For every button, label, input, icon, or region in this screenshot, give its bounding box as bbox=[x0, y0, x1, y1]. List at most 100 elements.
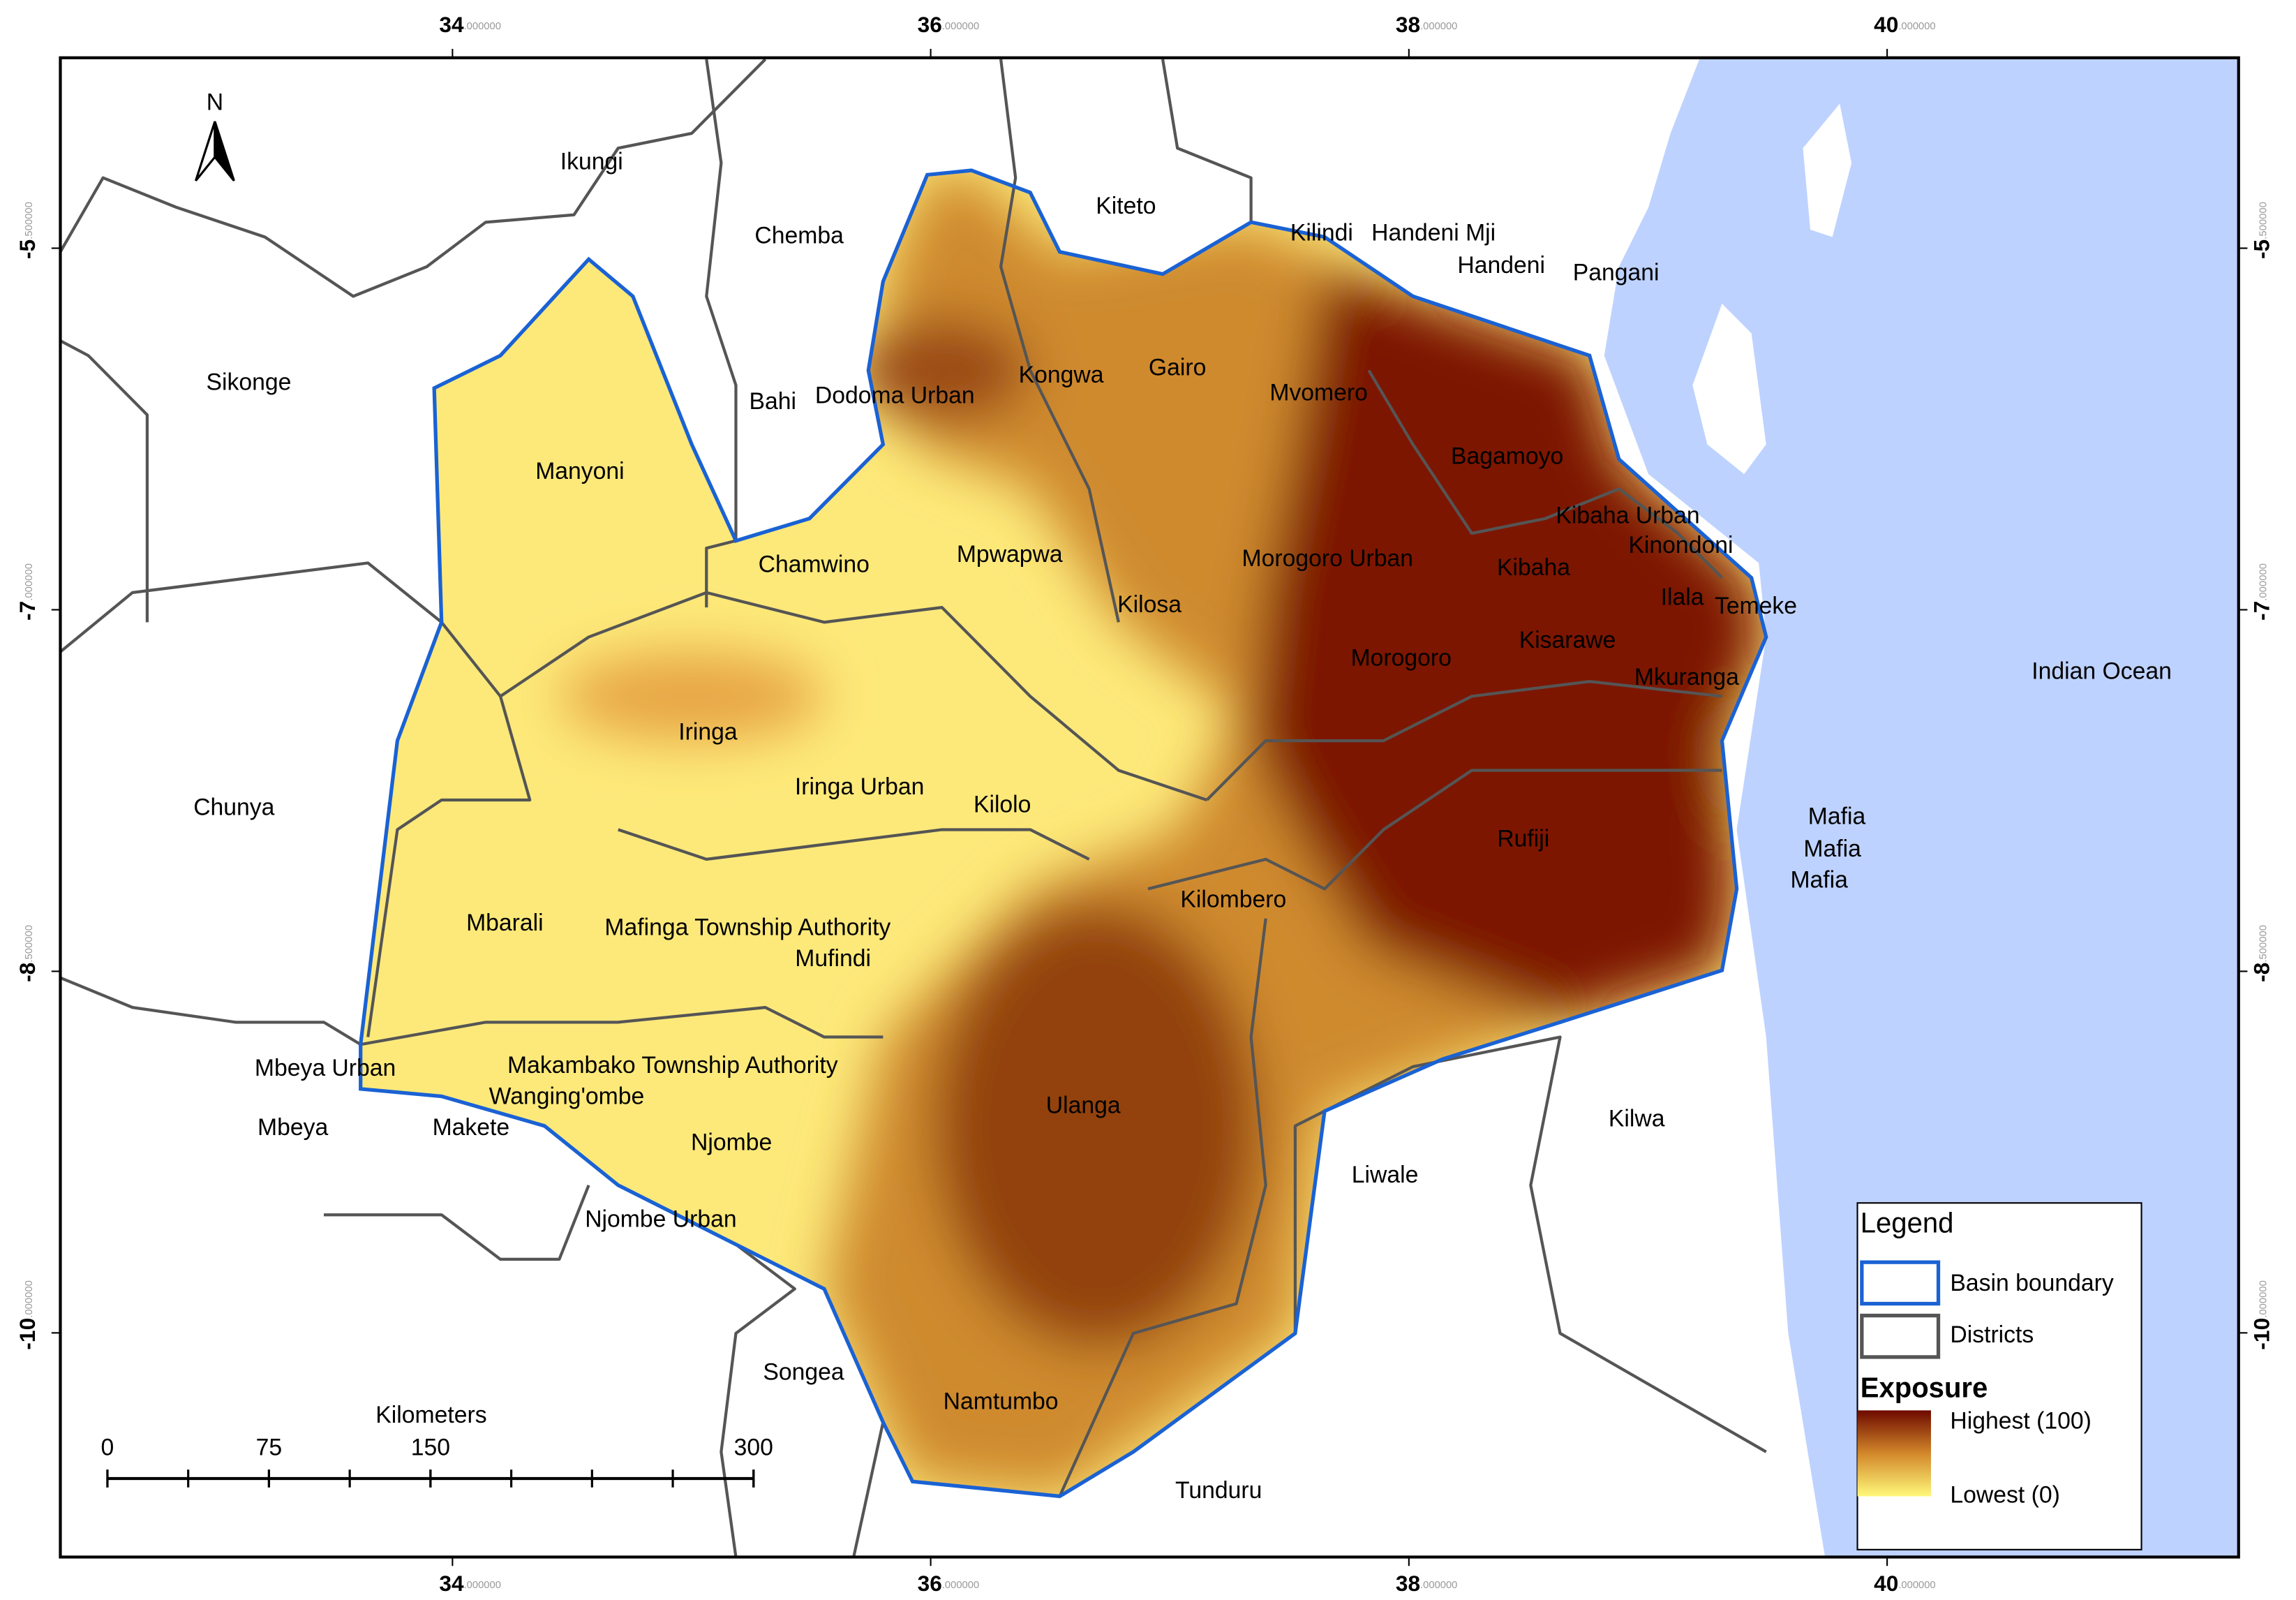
district-label: Mafinga Township Authority bbox=[604, 914, 890, 941]
legend-label: Districts bbox=[1950, 1321, 2034, 1348]
district-label: Chemba bbox=[754, 222, 844, 249]
district-line bbox=[1161, 59, 1253, 223]
legend-title: Legend bbox=[1861, 1208, 1954, 1239]
scale-tick-label: 300 bbox=[734, 1434, 773, 1460]
exposure-mid bbox=[559, 651, 825, 741]
map-frame bbox=[59, 56, 2240, 1559]
district-label: Ikungi bbox=[560, 148, 623, 175]
north-arrow-shape bbox=[214, 121, 235, 182]
legend-high: Highest (100) bbox=[1950, 1407, 2091, 1434]
district-label: Manyoni bbox=[535, 458, 624, 484]
district-label: Ilala bbox=[1661, 584, 1704, 610]
ocean-label: Indian Ocean bbox=[2032, 658, 2172, 684]
district-label: Gairo bbox=[1149, 354, 1206, 380]
district-label: Morogoro Urban bbox=[1242, 545, 1414, 572]
district-label: Kilolo bbox=[974, 791, 1031, 817]
legend: Legend Basin boundary Districts Exposure… bbox=[1856, 1202, 2142, 1550]
district-label: Mbeya Urban bbox=[255, 1055, 396, 1081]
scale-tick-label: 75 bbox=[256, 1434, 283, 1460]
district-label: Mafia bbox=[1808, 803, 1866, 829]
lon-tick-label: 38.000000 bbox=[1396, 1571, 1458, 1596]
district-label: Chamwino bbox=[759, 551, 870, 578]
district-label: Bagamoyo bbox=[1451, 443, 1563, 470]
district-label: Iringa bbox=[678, 718, 738, 745]
district-label: Namtumbo bbox=[944, 1388, 1059, 1415]
legend-swatch bbox=[1860, 1260, 1941, 1306]
district-label: Kinondoni bbox=[1628, 532, 1733, 558]
district-line bbox=[705, 59, 738, 608]
district-label: Mpwapwa bbox=[957, 541, 1063, 568]
district-label: Wanging'ombe bbox=[489, 1083, 645, 1109]
district-label: Kisarawe bbox=[1519, 627, 1616, 653]
district-label: Mbarali bbox=[466, 910, 544, 936]
district-label: Songea bbox=[763, 1358, 844, 1385]
district-label: Njombe Urban bbox=[585, 1206, 736, 1233]
district-label: Ulanga bbox=[1046, 1092, 1121, 1118]
district-line bbox=[59, 58, 767, 298]
district-label: Liwale bbox=[1352, 1162, 1419, 1188]
district-label: Kilwa bbox=[1609, 1105, 1665, 1132]
lon-tick-label: 34.000000 bbox=[439, 13, 501, 38]
district-label: Temeke bbox=[1715, 593, 1797, 619]
district-label: Mufindi bbox=[795, 945, 871, 972]
lat-tick-label: -10.000000 bbox=[15, 1280, 40, 1350]
legend-swatch bbox=[1860, 1313, 1941, 1359]
north-label: N bbox=[207, 89, 223, 115]
district-label: Mafia bbox=[1803, 836, 1861, 862]
island bbox=[1803, 103, 1852, 237]
exposure-high bbox=[853, 318, 1031, 422]
district-line bbox=[999, 59, 1120, 623]
lon-tick-label: 36.000000 bbox=[918, 13, 980, 38]
district-label: Rufiji bbox=[1497, 825, 1549, 852]
scale-title: Kilometers bbox=[375, 1402, 486, 1428]
district-label: Mkuranga bbox=[1634, 664, 1739, 690]
lat-tick-label: -10.000000 bbox=[2249, 1280, 2274, 1350]
district-label: Dodoma Urban bbox=[815, 383, 975, 409]
legend-ramp bbox=[1857, 1410, 1931, 1497]
district-label: Kongwa bbox=[1019, 362, 1104, 388]
lat-tick-label: -7.000000 bbox=[2249, 563, 2274, 621]
district-label: Kibaha Urban bbox=[1556, 503, 1699, 529]
district-line bbox=[618, 828, 1090, 861]
scale-tick-label: 0 bbox=[101, 1434, 114, 1460]
district-label: Handeni bbox=[1457, 252, 1545, 279]
lon-tick-label: 40.000000 bbox=[1874, 1571, 1936, 1596]
legend-low: Lowest (0) bbox=[1950, 1481, 2059, 1508]
lon-tick-label: 38.000000 bbox=[1396, 13, 1458, 38]
lat-tick-label: -8.500000 bbox=[2249, 925, 2274, 982]
district-label: Kilosa bbox=[1117, 591, 1181, 618]
district-label: Makete bbox=[433, 1114, 510, 1141]
district-line bbox=[1147, 769, 1722, 891]
scale-bar: Kilometers 0 75 150 300 bbox=[101, 1402, 773, 1488]
district-label: Mafia bbox=[1790, 867, 1848, 894]
district-line bbox=[1058, 918, 1267, 1497]
district-label: Makambako Township Authority bbox=[507, 1052, 838, 1079]
district-line bbox=[323, 1184, 590, 1261]
district-label: Handeni Mji bbox=[1371, 219, 1496, 246]
district-boundaries bbox=[59, 58, 1767, 1557]
district-label: Njombe bbox=[691, 1129, 772, 1155]
district-line bbox=[59, 976, 884, 1046]
district-label: Kibaha bbox=[1497, 554, 1570, 581]
district-line bbox=[1367, 369, 1723, 579]
district-label: Kilombero bbox=[1180, 886, 1286, 912]
district-label: Mbeya bbox=[258, 1114, 328, 1141]
district-line bbox=[1293, 1035, 1767, 1453]
lat-tick-label: -5.500000 bbox=[15, 202, 40, 259]
legend-label: Basin boundary bbox=[1950, 1270, 2113, 1296]
district-label: Iringa Urban bbox=[795, 773, 925, 800]
district-label: Mvomero bbox=[1269, 379, 1368, 406]
legend-exposure-title: Exposure bbox=[1861, 1372, 1988, 1403]
district-label: Kiteto bbox=[1096, 193, 1156, 219]
exposure-high bbox=[934, 903, 1259, 1349]
district-line bbox=[720, 1243, 796, 1557]
scale-tick-label: 150 bbox=[411, 1434, 450, 1460]
district-labels: Ikungi Chemba Kiteto Kilindi Handeni Mji Hand… bbox=[193, 148, 1865, 1504]
district-line bbox=[852, 1421, 885, 1557]
lon-tick-label: 36.000000 bbox=[918, 1571, 980, 1596]
district-label: Kilindi bbox=[1290, 219, 1353, 246]
district-line bbox=[59, 561, 1208, 802]
lon-tick-label: 40.000000 bbox=[1874, 13, 1936, 38]
